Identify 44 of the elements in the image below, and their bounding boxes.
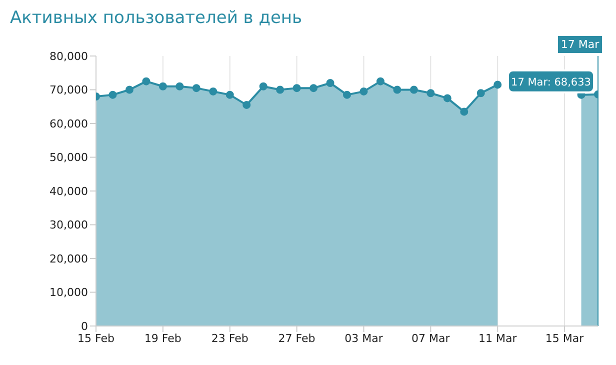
point [108,90,117,99]
point [209,87,218,96]
chart-title: Активных пользователей в день [9,8,304,30]
point [192,84,200,92]
point [443,94,452,102]
x-tick-label: 15 Feb [78,332,114,345]
point [176,82,184,90]
y-tick-label: 40,000 [50,184,88,198]
point [343,90,351,99]
x-tick-label: 07 Mar [412,332,450,345]
point [393,86,402,94]
x-tick-label: 27 Feb [278,332,316,345]
y-tick-label: 70,000 [50,84,88,97]
y-tick-label: 0 [81,320,88,333]
point [326,79,334,87]
point [142,77,150,86]
y-tick-label: 30,000 [50,218,88,232]
x-tick-label: 11 Mar [478,332,518,345]
point [292,84,301,92]
point [376,77,384,86]
point [360,87,368,96]
ref-line-label: 17 Mar [560,38,600,51]
point [476,89,485,98]
point [125,86,134,94]
annotation: 17 Mar: 68,633 [511,76,591,88]
point [460,108,468,116]
point [276,86,284,94]
x-tick-label: 15 Mar [545,332,584,345]
x-tick-label: 03 Mar [344,332,384,345]
x-tick-label: 19 Feb [144,332,182,345]
y-tick-label: 80,000 [50,50,88,63]
point [494,80,502,89]
point [242,100,251,109]
point [226,90,234,99]
y-tick-label: 60,000 [50,117,88,130]
point [426,89,435,98]
y-tick-label: 50,000 [50,151,88,164]
point [410,86,418,94]
y-tick-label: 20,000 [50,252,88,266]
point [310,84,318,92]
y-tick-label: 10,000 [50,286,88,300]
point [158,82,167,90]
point [259,82,268,90]
x-tick-label: 23 Feb [211,332,248,345]
